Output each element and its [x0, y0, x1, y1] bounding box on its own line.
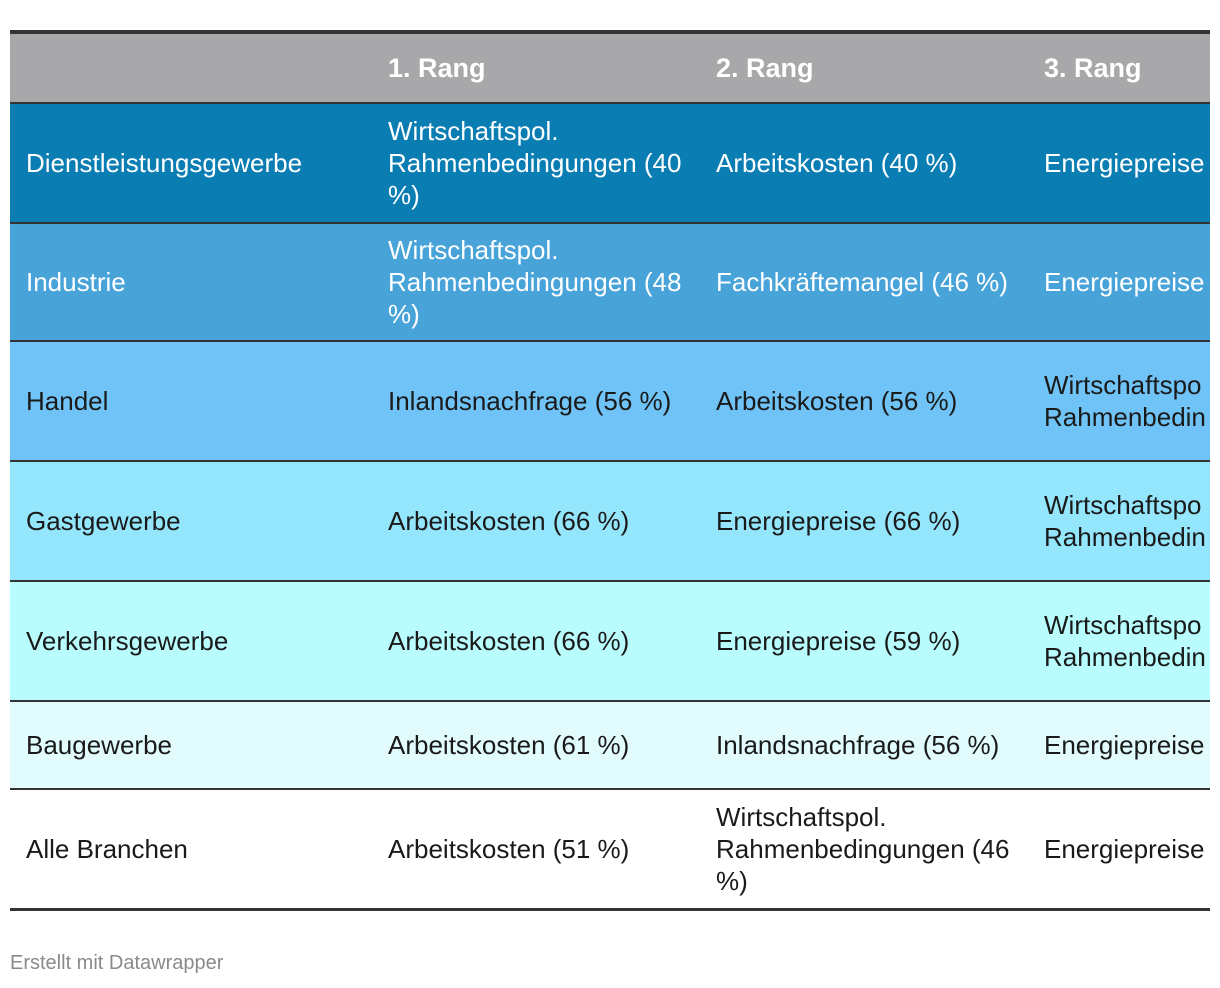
rank-2-cell: Fachkräftemangel (46 %) [700, 223, 1028, 342]
rank-1-cell: Arbeitskosten (66 %) [372, 581, 700, 702]
table-row: Verkehrsgewerbe Arbeitskosten (66 %) Ene… [10, 581, 1210, 702]
rank-3-cell: Energiepreise [1028, 223, 1210, 342]
rank-1-cell: Arbeitskosten (66 %) [372, 461, 700, 582]
header-rank-1: 1. Rang [372, 30, 700, 104]
ranking-table: 1. Rang 2. Rang 3. Rang Dienstleistungsg… [10, 30, 1210, 911]
rank-3-cell: Wirtschaftspo Rahmenbedin (55 %) [1028, 581, 1210, 702]
rank-3-cell: Energiepreise [1028, 701, 1210, 790]
rank-2-cell: Energiepreise (59 %) [700, 581, 1028, 702]
table-row: Gastgewerbe Arbeitskosten (66 %) Energie… [10, 461, 1210, 582]
table-row: Industrie Wirtschaftspol. Rahmenbedingun… [10, 223, 1210, 342]
table-row: Dienstleistungsgewerbe Wirtschaftspol. R… [10, 103, 1210, 224]
rank-1-cell: Arbeitskosten (61 %) [372, 701, 700, 790]
ranking-table-container: 1. Rang 2. Rang 3. Rang Dienstleistungsg… [10, 30, 1210, 911]
rank-1-cell: Arbeitskosten (51 %) [372, 789, 700, 911]
rank-2-cell: Energiepreise (66 %) [700, 461, 1028, 582]
sector-cell: Baugewerbe [10, 701, 372, 790]
table-row: Baugewerbe Arbeitskosten (61 %) Inlandsn… [10, 701, 1210, 790]
rank-2-cell: Arbeitskosten (40 %) [700, 103, 1028, 224]
rank-2-cell: Inlandsnachfrage (56 %) [700, 701, 1028, 790]
header-rank-2: 2. Rang [700, 30, 1028, 104]
header-rank-3: 3. Rang [1028, 30, 1210, 104]
rank-1-cell: Inlandsnachfrage (56 %) [372, 341, 700, 462]
sector-cell: Industrie [10, 223, 372, 342]
table-row: Handel Inlandsnachfrage (56 %) Arbeitsko… [10, 341, 1210, 462]
sector-cell: Alle Branchen [10, 789, 372, 911]
sector-cell: Dienstleistungsgewerbe [10, 103, 372, 224]
rank-3-cell: Energiepreise [1028, 103, 1210, 224]
datawrapper-credit: Erstellt mit Datawrapper [10, 952, 224, 974]
sector-cell: Verkehrsgewerbe [10, 581, 372, 702]
rank-1-cell: Wirtschaftspol. Rahmenbedingungen (40 %) [372, 103, 700, 224]
rank-2-cell: Arbeitskosten (56 %) [700, 341, 1028, 462]
sector-cell: Gastgewerbe [10, 461, 372, 582]
header-sector [10, 30, 372, 104]
rank-2-cell: Wirtschaftspol. Rahmenbedingungen (46 %) [700, 789, 1028, 911]
rank-1-cell: Wirtschaftspol. Rahmenbedingungen (48 %) [372, 223, 700, 342]
rank-3-cell: Energiepreise [1028, 789, 1210, 911]
rank-3-cell: Wirtschaftspo Rahmenbedin (47 %) [1028, 461, 1210, 582]
table-header-row: 1. Rang 2. Rang 3. Rang [10, 30, 1210, 104]
rank-3-cell: Wirtschaftspo Rahmenbedin (49 %) [1028, 341, 1210, 462]
sector-cell: Handel [10, 341, 372, 462]
table-row: Alle Branchen Arbeitskosten (51 %) Wirts… [10, 789, 1210, 911]
